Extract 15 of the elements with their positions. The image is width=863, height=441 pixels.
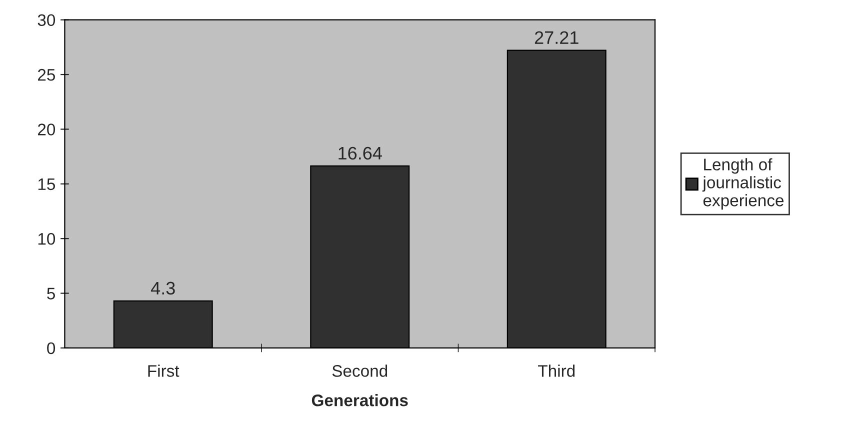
y-tick-label: 10 (38, 232, 56, 245)
x-tick-label: First (148, 364, 180, 377)
x-axis-title: Generations (312, 394, 408, 406)
data-label: 16.64 (338, 146, 382, 160)
x-tick-label: Second (332, 364, 388, 377)
y-tick-label: 15 (38, 178, 55, 190)
y-tick-label: 0 (47, 342, 56, 354)
data-label: 27.21 (534, 31, 578, 44)
data-label: 4.3 (150, 282, 175, 295)
x-tick-label: Third (538, 364, 575, 377)
legend-label: Length of journalistic experience (702, 158, 784, 210)
y-tick-label: 5 (47, 288, 55, 300)
y-tick-label: 20 (38, 124, 56, 136)
y-tick-label: 25 (38, 68, 55, 81)
y-tick-label: 30 (38, 14, 56, 26)
